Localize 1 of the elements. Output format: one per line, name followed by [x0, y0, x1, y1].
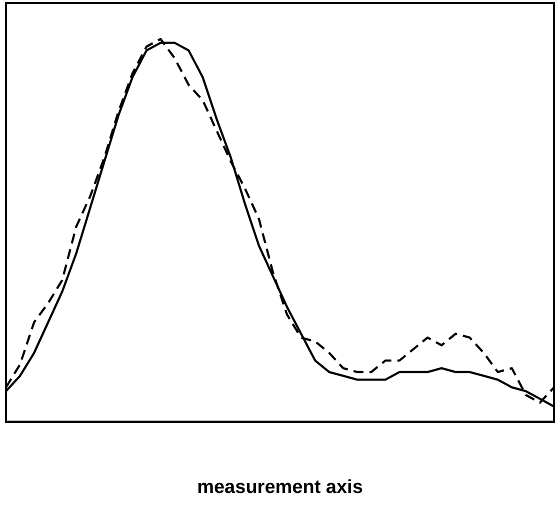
x-axis-title: measurement axis [197, 476, 363, 498]
